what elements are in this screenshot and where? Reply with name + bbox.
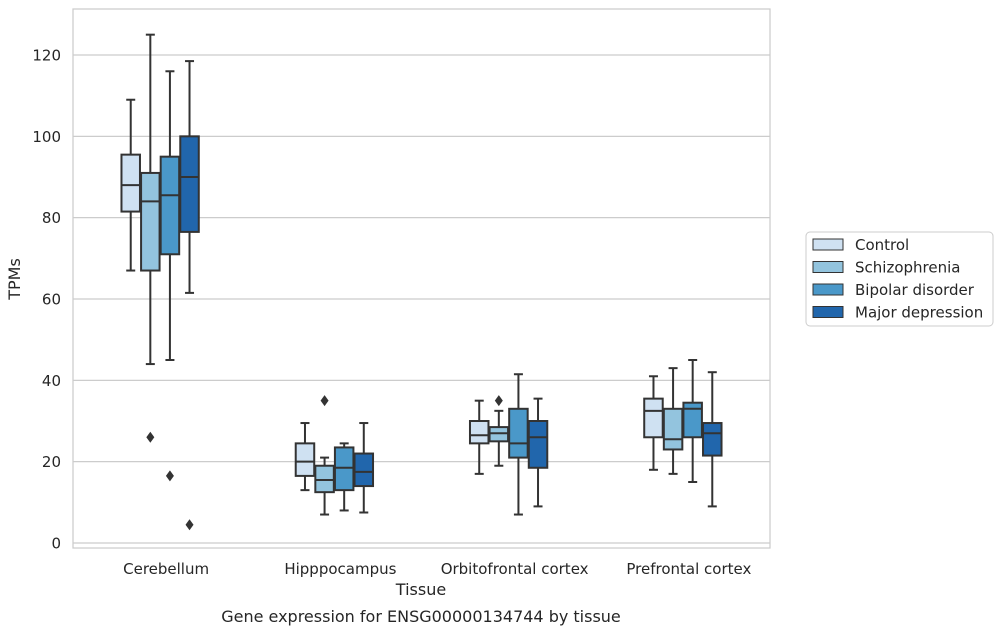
legend-label: Control	[855, 236, 909, 254]
legend-swatch	[812, 261, 844, 273]
box-group	[527, 397, 549, 508]
legend-swatch	[812, 283, 844, 296]
outlier-marker	[494, 395, 503, 407]
y-tick-label: 100	[32, 128, 61, 146]
legend-label: Major depression	[855, 304, 983, 322]
y-tick-label: 60	[42, 291, 61, 309]
box-group	[353, 422, 375, 514]
x-axis-label: Tissue	[395, 580, 446, 599]
legend-swatch	[812, 238, 844, 251]
legend-label: Schizophrenia	[855, 259, 960, 277]
legend-item: Bipolar disorder	[812, 281, 975, 299]
grid-lines	[73, 54, 770, 544]
outlier-marker	[165, 470, 174, 482]
box	[179, 135, 200, 233]
legend-frame	[805, 231, 994, 327]
box	[333, 446, 355, 492]
box-group	[314, 395, 335, 516]
y-tick-label: 0	[51, 535, 61, 553]
box-group	[488, 395, 510, 467]
chart-caption: Gene expression for ENSG00000134744 by t…	[221, 607, 621, 626]
box	[314, 464, 335, 494]
legend-item: Major depression	[812, 304, 983, 322]
x-axis-ticks: Cerebellum Hipppocampus Orbitofrontal cort…	[123, 560, 751, 578]
box	[294, 442, 316, 477]
box	[643, 397, 664, 439]
box	[488, 426, 510, 443]
box	[140, 171, 161, 272]
box-group	[468, 399, 490, 475]
x-tick-label: Orbitofrontal cortex	[441, 560, 589, 578]
y-tick-label: 120	[32, 47, 61, 65]
legend-swatch	[812, 306, 844, 318]
x-tick-label: Cerebellum	[123, 560, 209, 578]
box	[468, 420, 490, 445]
box-group	[508, 373, 529, 516]
box-group	[120, 98, 141, 272]
box	[353, 452, 375, 488]
box-group	[333, 442, 355, 512]
x-tick-label: Hipppocampus	[284, 560, 396, 578]
legend-label: Bipolar disorder	[855, 281, 975, 299]
legend-item: Control	[812, 236, 909, 254]
box-series	[120, 33, 723, 531]
y-tick-label: 20	[42, 453, 61, 471]
box-group	[662, 367, 684, 475]
box-group	[159, 70, 181, 482]
y-axis-ticks: 0 20 40 60 80 100 120	[32, 47, 61, 553]
box	[527, 420, 549, 469]
x-tick-label: Prefrontal cortex	[626, 560, 751, 578]
box-group	[702, 371, 723, 508]
box-group	[294, 422, 316, 492]
box	[662, 407, 684, 451]
outlier-marker	[185, 519, 194, 531]
box	[120, 153, 141, 213]
y-axis-label: TPMs	[5, 258, 24, 301]
box	[159, 155, 181, 256]
outlier-marker	[320, 395, 329, 407]
outlier-marker	[146, 431, 155, 443]
box	[702, 422, 723, 457]
box	[682, 401, 703, 439]
plot-frame	[72, 8, 771, 549]
legend: Control Schizophrenia Bipolar disorder Majo…	[805, 231, 994, 327]
box	[508, 407, 529, 459]
box-group	[179, 60, 200, 531]
box-group	[140, 33, 161, 443]
y-tick-label: 40	[42, 372, 61, 390]
y-tick-label: 80	[42, 209, 61, 227]
legend-item: Schizophrenia	[812, 259, 960, 277]
box-group	[682, 359, 703, 483]
box-group	[643, 375, 664, 471]
